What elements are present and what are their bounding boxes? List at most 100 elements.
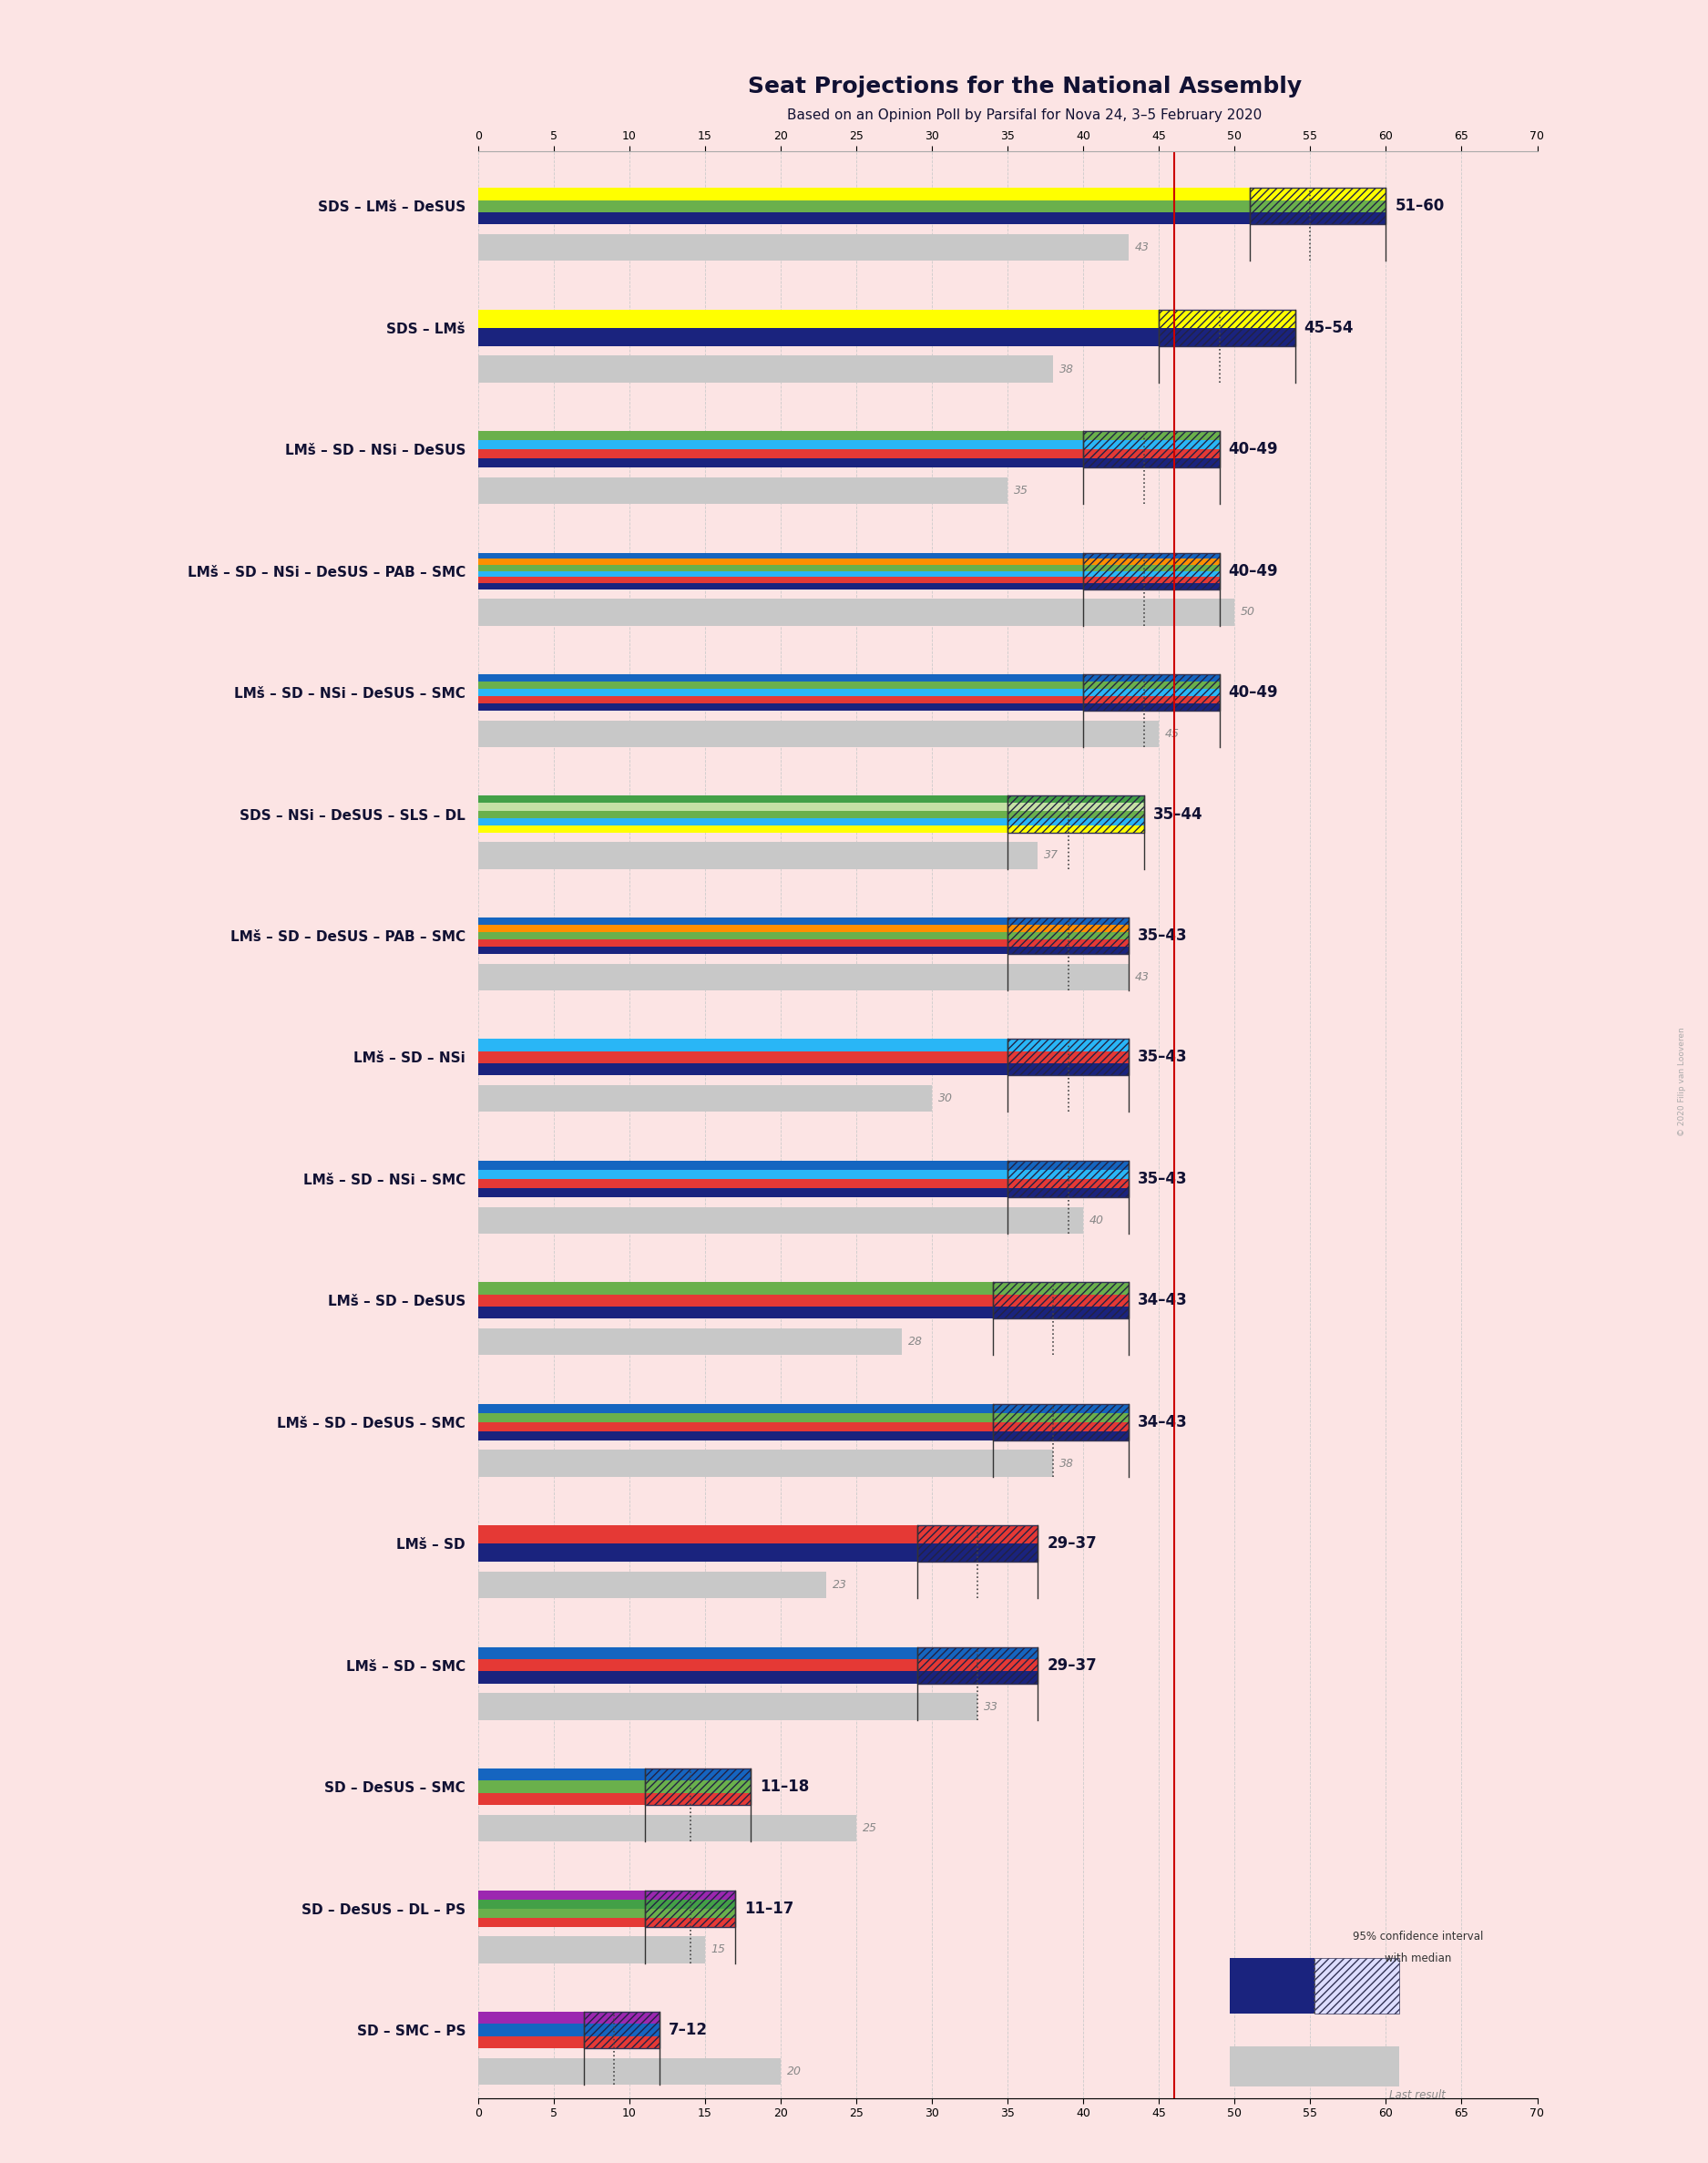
- Text: 7–12: 7–12: [670, 2022, 709, 2038]
- Bar: [1160, 309, 1295, 346]
- Bar: [478, 1672, 1038, 1683]
- Bar: [478, 1919, 736, 1927]
- Bar: [478, 478, 1008, 504]
- Bar: [478, 599, 1235, 625]
- Bar: [478, 1899, 736, 1908]
- Bar: [478, 1573, 827, 1598]
- Text: 40–49: 40–49: [1228, 684, 1278, 701]
- Bar: [478, 841, 1038, 870]
- Bar: [1008, 1162, 1129, 1196]
- Bar: [1250, 188, 1385, 225]
- Bar: [478, 441, 1220, 450]
- Text: 50: 50: [1240, 606, 1255, 619]
- Text: 15: 15: [711, 1945, 726, 1955]
- Text: 38: 38: [1059, 363, 1074, 374]
- Bar: [478, 234, 1129, 262]
- Bar: [478, 1179, 1129, 1187]
- Bar: [478, 1449, 1054, 1477]
- Bar: [478, 558, 1220, 565]
- Bar: [1008, 917, 1129, 954]
- Bar: [992, 1404, 1129, 1441]
- Text: 11–18: 11–18: [760, 1778, 810, 1795]
- Bar: [478, 1170, 1129, 1179]
- Bar: [478, 811, 1144, 818]
- Bar: [478, 1051, 1129, 1064]
- Bar: [478, 1646, 1038, 1659]
- Bar: [478, 1890, 736, 1899]
- Bar: [478, 939, 1129, 947]
- Bar: [478, 355, 1054, 383]
- Bar: [478, 578, 1220, 584]
- Text: 28: 28: [909, 1337, 922, 1348]
- Text: © 2020 Filip van Looveren: © 2020 Filip van Looveren: [1679, 1027, 1686, 1136]
- Bar: [478, 1659, 1038, 1672]
- Bar: [478, 1769, 750, 1780]
- Text: 35–43: 35–43: [1138, 1049, 1187, 1066]
- Bar: [478, 1936, 705, 1964]
- Bar: [1008, 917, 1129, 954]
- Bar: [478, 917, 1129, 926]
- Bar: [478, 329, 1295, 346]
- Bar: [478, 309, 1295, 329]
- Text: Seat Projections for the National Assembly: Seat Projections for the National Assemb…: [748, 76, 1301, 97]
- Bar: [1083, 430, 1220, 467]
- Bar: [1083, 554, 1220, 588]
- Bar: [1008, 1162, 1129, 1196]
- Bar: [478, 947, 1129, 954]
- Bar: [478, 675, 1220, 681]
- Text: 29–37: 29–37: [1047, 1657, 1097, 1674]
- Bar: [478, 1306, 1129, 1319]
- Bar: [584, 2012, 659, 2048]
- Text: 43: 43: [1134, 242, 1149, 253]
- Bar: [478, 818, 1144, 824]
- Bar: [917, 1646, 1038, 1683]
- Bar: [1008, 1038, 1129, 1075]
- Bar: [478, 688, 1220, 696]
- Bar: [917, 1646, 1038, 1683]
- Text: Based on an Opinion Poll by Parsifal for Nova 24, 3–5 February 2020: Based on an Opinion Poll by Parsifal for…: [787, 108, 1262, 121]
- Bar: [478, 2035, 659, 2048]
- Bar: [992, 1404, 1129, 1441]
- Bar: [917, 1525, 1038, 1562]
- Text: 35–43: 35–43: [1138, 1170, 1187, 1187]
- Text: with median: with median: [1383, 1953, 1452, 1964]
- Text: 29–37: 29–37: [1047, 1536, 1097, 1551]
- Bar: [478, 1293, 1129, 1306]
- Bar: [478, 1412, 1129, 1421]
- Bar: [478, 720, 1160, 746]
- Bar: [478, 824, 1144, 833]
- Bar: [478, 796, 1144, 802]
- Text: 51–60: 51–60: [1395, 199, 1445, 214]
- Bar: [478, 450, 1220, 459]
- Bar: [478, 571, 1220, 578]
- Bar: [478, 554, 1220, 558]
- Text: 35–43: 35–43: [1138, 928, 1187, 943]
- Text: 40: 40: [1090, 1213, 1103, 1226]
- Bar: [478, 430, 1220, 441]
- Text: 34–43: 34–43: [1138, 1291, 1187, 1309]
- Bar: [478, 926, 1129, 932]
- Text: 40–49: 40–49: [1228, 441, 1278, 459]
- Bar: [478, 1038, 1129, 1051]
- Bar: [478, 1432, 1129, 1441]
- Bar: [644, 1890, 736, 1927]
- Bar: [478, 1544, 1038, 1562]
- Bar: [478, 188, 1385, 199]
- Bar: [478, 1207, 1083, 1233]
- Bar: [478, 1694, 977, 1720]
- Bar: [1083, 554, 1220, 588]
- Bar: [478, 1908, 736, 1919]
- Text: 11–17: 11–17: [745, 1901, 794, 1916]
- Bar: [478, 199, 1385, 212]
- Bar: [478, 584, 1220, 588]
- Bar: [644, 1769, 750, 1806]
- Text: 38: 38: [1059, 1458, 1074, 1469]
- Bar: [1008, 796, 1144, 833]
- Bar: [478, 1328, 902, 1356]
- Bar: [478, 802, 1144, 811]
- Bar: [1250, 188, 1385, 225]
- Bar: [478, 2012, 659, 2025]
- Bar: [478, 565, 1220, 571]
- Text: 23: 23: [832, 1579, 847, 1592]
- Text: 95% confidence interval: 95% confidence interval: [1353, 1932, 1483, 1942]
